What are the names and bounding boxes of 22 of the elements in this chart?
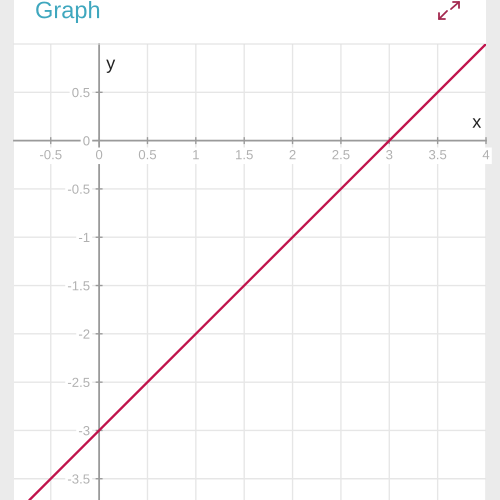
y-axis-title: y	[106, 60, 116, 73]
x-tick-label: 0	[96, 150, 102, 160]
y-tick-label: -3.5	[68, 474, 90, 484]
y-tick-label: -1.5	[68, 281, 90, 290]
x-tick-label: -0.5	[40, 150, 62, 160]
y-tick-label: -2	[78, 329, 90, 339]
y-tick-label: -1	[78, 232, 90, 242]
chart-title: Graph	[36, 1, 100, 24]
y-tick-label: -0.5	[68, 184, 90, 194]
x-axis-title: x	[472, 118, 482, 128]
x-tick-label: 1.5	[236, 150, 253, 160]
y-tick-label: 0.5	[72, 88, 90, 98]
x-tick-label: 1	[193, 150, 199, 160]
x-tick-label: 2	[290, 150, 296, 160]
y-tick-label: -2.5	[68, 378, 90, 388]
x-tick-label: 3	[386, 150, 392, 160]
y-tick-label: -3	[78, 426, 90, 436]
x-tick-label: 0.5	[138, 150, 156, 160]
x-tick-label: 3.5	[428, 150, 446, 160]
x-tick-label: 4	[482, 150, 490, 160]
y-tick-label: 0	[83, 136, 90, 146]
x-tick-label: 2.5	[332, 150, 350, 160]
